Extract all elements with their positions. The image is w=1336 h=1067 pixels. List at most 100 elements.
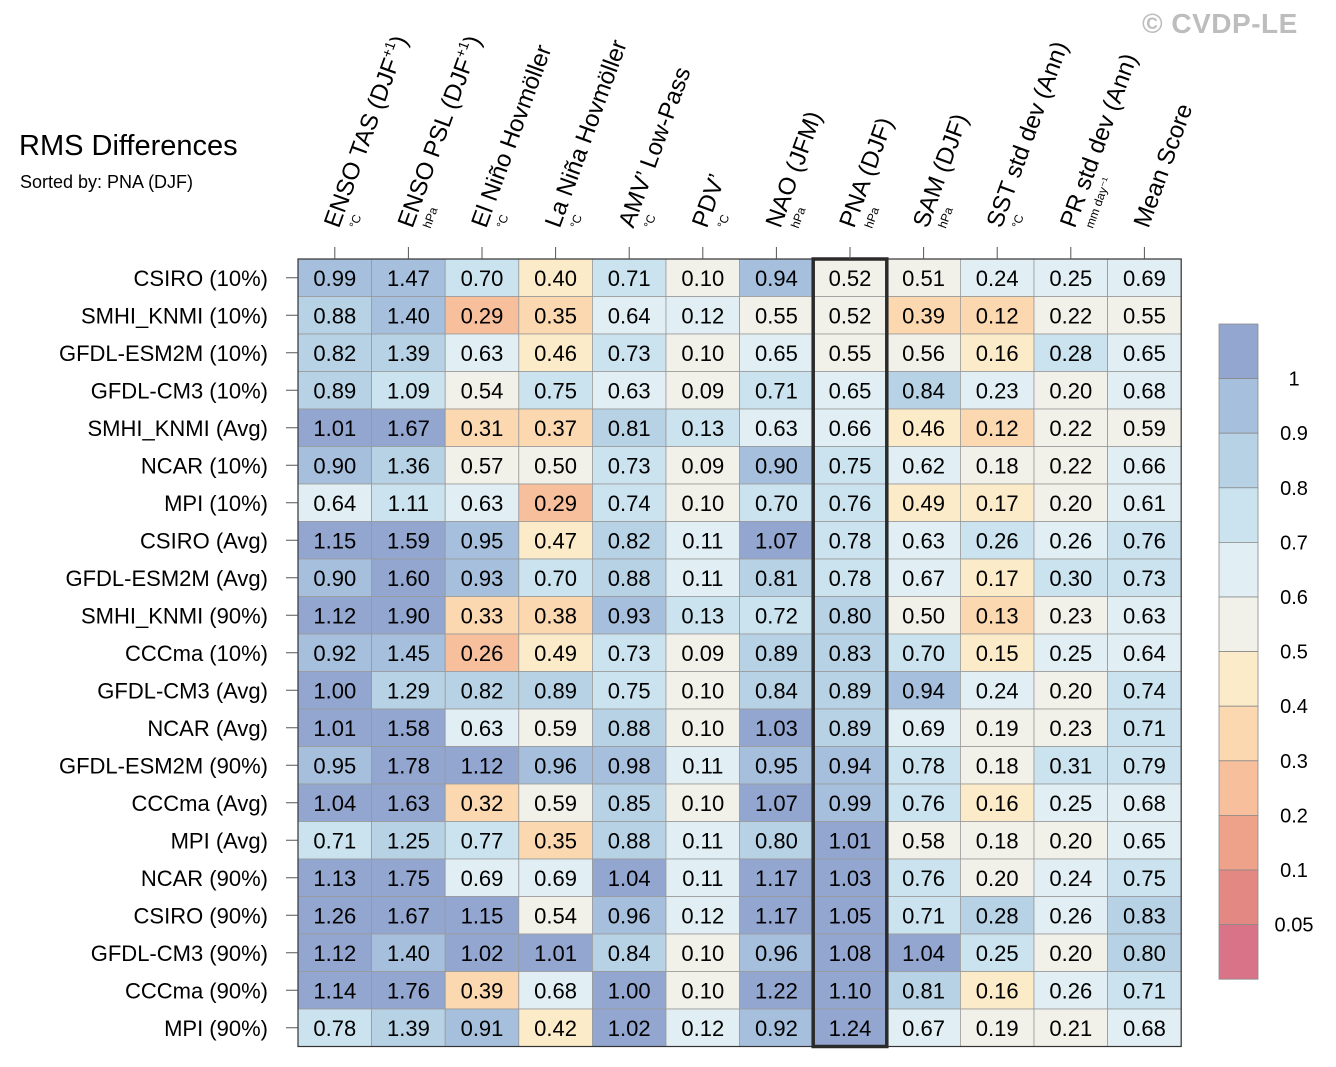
heatmap-cell: [1107, 896, 1182, 935]
heatmap-cell: [739, 596, 814, 635]
heatmap-cell: [960, 896, 1035, 935]
cell-value: 0.12: [681, 1016, 724, 1041]
heatmap-cell: [1033, 896, 1108, 935]
cell-value: 0.16: [976, 978, 1019, 1003]
cell-value: 0.20: [976, 866, 1019, 891]
cell-value: 1.02: [461, 941, 504, 966]
cell-value: 0.69: [461, 866, 504, 891]
cell-value: 0.80: [755, 828, 798, 853]
heatmap-cell: [518, 971, 593, 1010]
cell-value: 0.64: [1123, 641, 1166, 666]
heatmap-cell: [371, 746, 446, 785]
heatmap-cell: [739, 746, 814, 785]
cell-value: 0.18: [976, 828, 1019, 853]
heatmap-cell: [1107, 746, 1182, 785]
cell-value: 1.01: [313, 416, 356, 441]
colorbar-tick-label: 0.5: [1280, 642, 1308, 664]
heatmap-cell: [665, 858, 740, 897]
cell-value: 0.25: [1049, 791, 1092, 816]
cell-value: 1.17: [755, 903, 798, 928]
heatmap-cell: [665, 1008, 740, 1047]
cell-value: 0.13: [681, 416, 724, 441]
cell-value: 1.90: [387, 603, 430, 628]
cell-value: 0.92: [755, 1016, 798, 1041]
heatmap-cells: [297, 258, 1182, 1047]
heatmap-cell: [297, 708, 372, 747]
column-unit: hPa: [862, 205, 883, 230]
cell-value: 1.15: [461, 903, 504, 928]
cell-value: 0.83: [1123, 903, 1166, 928]
row-label: GFDL-CM3 (10%): [91, 378, 268, 403]
heatmap-cell: [812, 933, 888, 972]
heatmap-cell: [297, 333, 372, 372]
cell-value: 0.52: [829, 266, 872, 291]
cell-value: 0.39: [461, 978, 504, 1003]
heatmap-cell: [886, 708, 961, 747]
cell-value: 0.19: [976, 716, 1019, 741]
heatmap-cell: [371, 671, 446, 710]
heatmap-cell: [739, 708, 814, 747]
cell-value: 0.64: [313, 491, 356, 516]
cell-value: 0.80: [829, 603, 872, 628]
heatmap-cell: [444, 558, 520, 597]
watermark: © CVDP-LE: [1142, 8, 1298, 39]
cell-value: 0.61: [1123, 491, 1166, 516]
cell-value: 0.10: [681, 791, 724, 816]
row-label: MPI (Avg): [171, 828, 268, 853]
heatmap-cell: [739, 371, 814, 410]
cell-value: 0.26: [461, 641, 504, 666]
cell-value: 0.17: [976, 566, 1019, 591]
cell-value: 0.65: [1123, 341, 1166, 366]
cell-value: 0.42: [534, 1016, 577, 1041]
column-label: AMV’ Low-Pass: [613, 63, 696, 231]
column-unit: hPa: [788, 205, 809, 230]
heatmap-cell: [886, 1008, 961, 1047]
cell-value: 0.76: [902, 791, 945, 816]
cell-value: 0.94: [829, 753, 872, 778]
heatmap-cell: [444, 783, 520, 822]
heatmap-cell: [739, 446, 814, 485]
cell-value: 0.76: [829, 491, 872, 516]
cell-value: 0.74: [608, 491, 651, 516]
cell-value: 0.82: [461, 678, 504, 703]
colorbar-tick-label: 0.3: [1280, 751, 1308, 773]
cell-value: 0.09: [681, 453, 724, 478]
cell-value: 1.39: [387, 341, 430, 366]
cell-value: 0.33: [461, 603, 504, 628]
heatmap-cell: [1033, 446, 1108, 485]
cell-value: 0.10: [681, 491, 724, 516]
heatmap-cell: [886, 483, 961, 522]
cell-value: 0.63: [755, 416, 798, 441]
cell-value: 0.75: [534, 378, 577, 403]
cell-value: 0.09: [681, 641, 724, 666]
column-label: ENSO PSL (DJF+1): [391, 32, 487, 232]
cell-value: 0.50: [902, 603, 945, 628]
cell-value: 0.50: [534, 453, 577, 478]
heatmap-cell: [1033, 521, 1108, 560]
cell-value: 1.67: [387, 416, 430, 441]
cell-value: 0.20: [1049, 828, 1092, 853]
heatmap-cell: [739, 896, 814, 935]
cell-value: 1.15: [313, 528, 356, 553]
cell-value: 0.20: [1049, 378, 1092, 403]
row-label: SMHI_KNMI (Avg): [87, 416, 268, 441]
heatmap-cell: [1033, 483, 1108, 522]
cell-value: 0.18: [976, 453, 1019, 478]
heatmap-cell: [518, 746, 593, 785]
heatmap-cell: [444, 933, 520, 972]
cell-value: 1.26: [313, 903, 356, 928]
heatmap-cell: [665, 708, 740, 747]
heatmap-cell: [592, 296, 667, 335]
heatmap-cell: [1033, 821, 1108, 860]
heatmap-cell: [592, 521, 667, 560]
cell-value: 0.26: [976, 528, 1019, 553]
cell-value: 0.23: [976, 378, 1019, 403]
cell-value: 0.20: [1049, 491, 1092, 516]
cell-value: 0.31: [461, 416, 504, 441]
colorbar-tick-label: 0.6: [1280, 587, 1308, 609]
row-label: CCCma (Avg): [131, 791, 268, 816]
cell-value: 1.25: [387, 828, 430, 853]
cell-value: 0.71: [1123, 978, 1166, 1003]
heatmap-cell: [518, 333, 593, 372]
cell-value: 0.11: [682, 828, 723, 853]
